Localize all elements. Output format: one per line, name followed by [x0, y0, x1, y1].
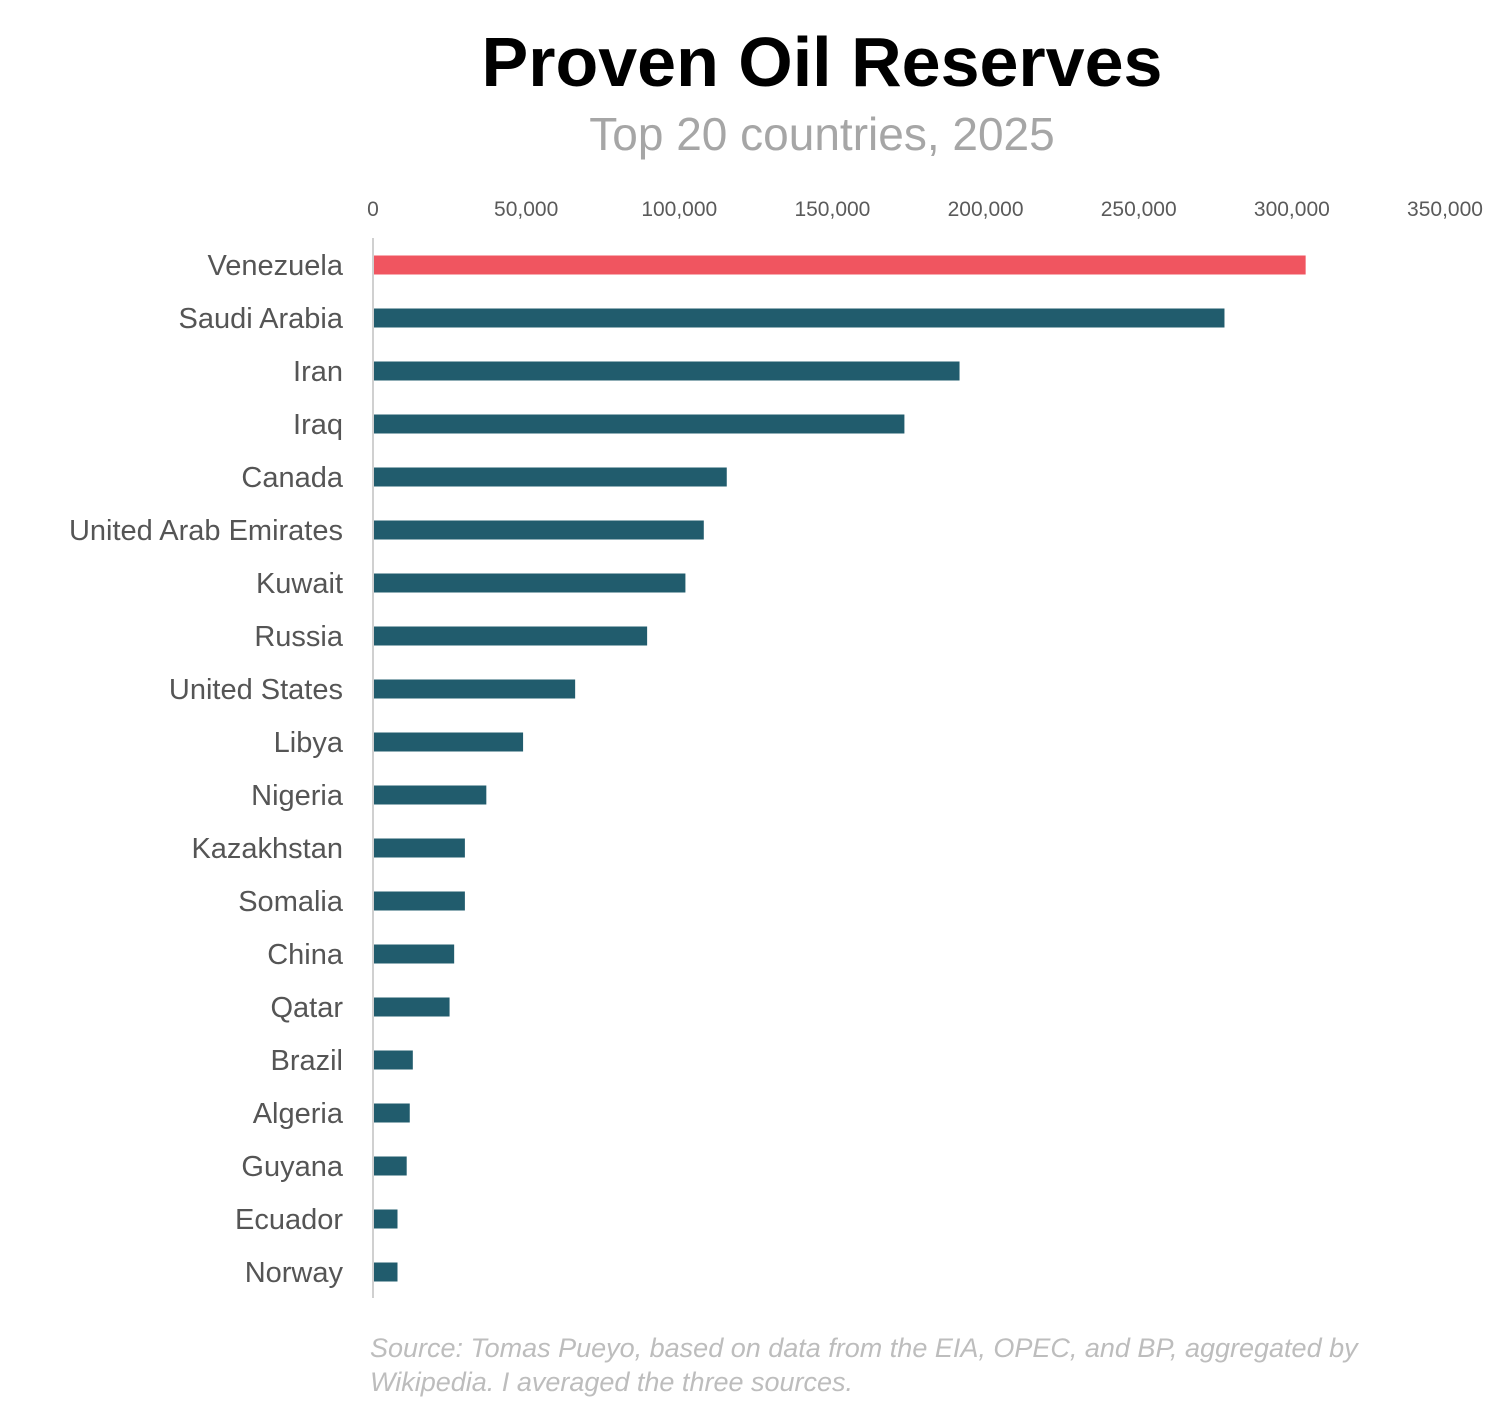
category-label: Guyana [241, 1151, 343, 1183]
bar-kuwait [374, 573, 686, 593]
bar-norway [374, 1262, 398, 1282]
category-label: Nigeria [251, 780, 344, 812]
bar-united-arab-emirates [374, 520, 704, 540]
bar-ecuador [374, 1209, 398, 1229]
category-label: Libya [274, 727, 344, 759]
x-tick-label: 250,000 [1101, 198, 1177, 221]
bar-russia [374, 626, 648, 646]
bar-qatar [374, 997, 450, 1017]
bar-iran [374, 361, 960, 381]
category-label: Kazakhstan [191, 833, 343, 865]
bar-somalia [374, 891, 465, 911]
category-label: Norway [245, 1257, 344, 1289]
chart-subtitle: Top 20 countries, 2025 [589, 108, 1054, 160]
x-axis-ticks: 0 50,000 100,000 150,000 200,000 250,000 300,0… [367, 198, 1483, 221]
category-label: Iraq [293, 409, 343, 441]
x-tick-label: 200,000 [948, 198, 1024, 221]
bar-canada [374, 467, 727, 487]
category-label: Brazil [270, 1045, 343, 1077]
category-label: China [267, 939, 344, 971]
category-label: Kuwait [256, 568, 343, 600]
bar-saudi-arabia [374, 308, 1225, 328]
category-label: Russia [254, 621, 344, 653]
category-labels: Venezuela Saudi Arabia Iran Iraq Canada Unite… [69, 250, 344, 1289]
category-label: Saudi Arabia [179, 303, 344, 335]
category-label: United Arab Emirates [69, 515, 343, 547]
category-label: Canada [241, 462, 343, 494]
source-note-line-1: Source: Tomas Pueyo, based on data from … [370, 1333, 1359, 1363]
bar-united-states [374, 679, 576, 699]
x-tick-label: 0 [367, 198, 379, 221]
category-label: Iran [293, 356, 343, 388]
bar-china [374, 944, 455, 964]
x-tick-label: 300,000 [1254, 198, 1330, 221]
category-label: Qatar [270, 992, 343, 1024]
bar-venezuela [374, 255, 1306, 275]
x-tick-label: 350,000 [1407, 198, 1483, 221]
bars-group [374, 255, 1306, 1282]
x-tick-label: 150,000 [794, 198, 870, 221]
bar-iraq [374, 414, 905, 434]
bar-nigeria [374, 785, 487, 805]
source-note-line-2: Wikipedia. I averaged the three sources. [370, 1367, 853, 1397]
x-tick-label: 100,000 [641, 198, 717, 221]
category-label: Somalia [238, 886, 344, 918]
bar-libya [374, 732, 524, 752]
bar-algeria [374, 1103, 410, 1123]
bar-guyana [374, 1156, 407, 1176]
category-label: Ecuador [235, 1204, 343, 1236]
chart-title: Proven Oil Reserves [482, 23, 1163, 101]
bar-brazil [374, 1050, 413, 1070]
bar-kazakhstan [374, 838, 465, 858]
category-label: Venezuela [208, 250, 344, 282]
category-label: United States [169, 674, 343, 706]
category-label: Algeria [253, 1098, 344, 1130]
x-tick-label: 50,000 [494, 198, 558, 221]
